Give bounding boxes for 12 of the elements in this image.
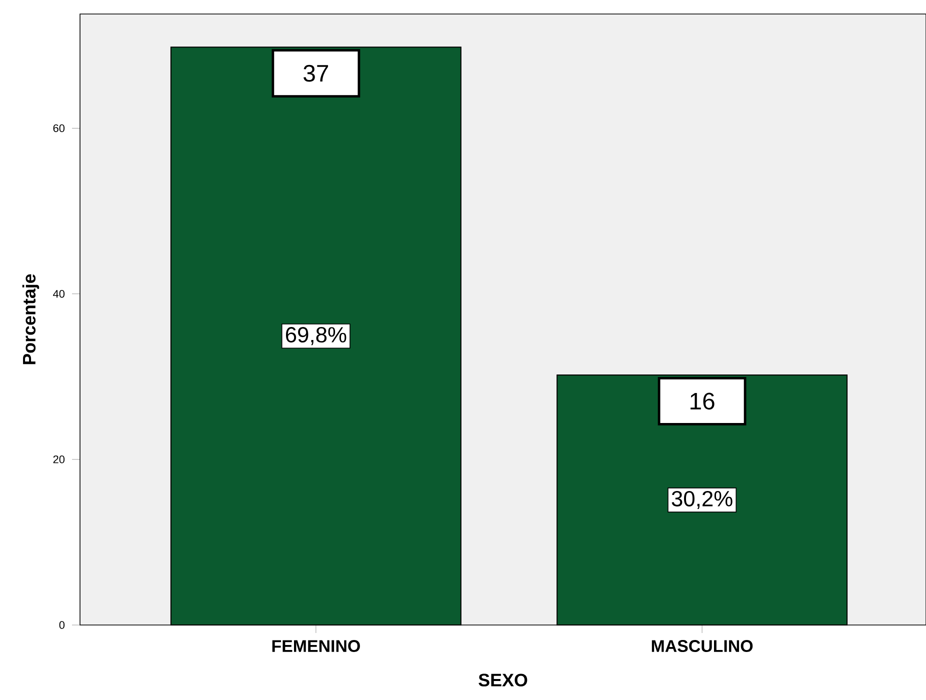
x-tick-label: FEMENINO	[272, 640, 360, 652]
data-label: 30,2%	[672, 490, 732, 510]
data-label: 69,8%	[286, 327, 346, 346]
y-axis-title: Porcentaje	[22, 274, 40, 364]
y-tick-label: 40	[53, 290, 65, 298]
annotation: 37	[304, 64, 328, 82]
y-tick-label: 0	[59, 621, 65, 629]
annotation: 16	[690, 392, 714, 410]
y-tick-label: 60	[53, 124, 65, 132]
y-tick-label: 20	[53, 456, 65, 464]
x-tick-label: MASCULINO	[652, 640, 753, 652]
x-axis-title: SEXO	[478, 674, 528, 686]
